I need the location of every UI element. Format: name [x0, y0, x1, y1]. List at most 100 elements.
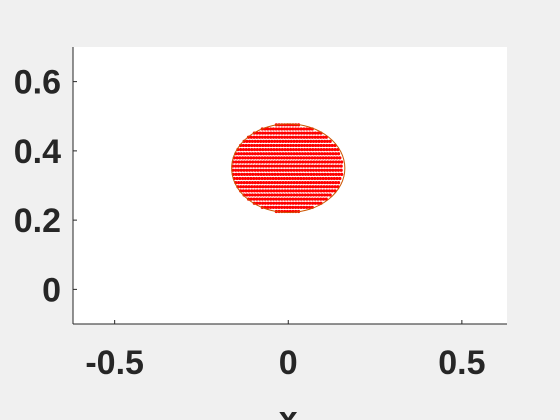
- scatter-point: [264, 139, 268, 143]
- y-tick-label: 0.4: [14, 133, 61, 171]
- scatter-point: [280, 189, 284, 193]
- scatter-point: [253, 168, 257, 172]
- scatter-point: [242, 164, 246, 168]
- scatter-series: [231, 123, 346, 214]
- scatter-point: [248, 181, 252, 185]
- scatter-point: [300, 139, 305, 143]
- scatter-point: [286, 143, 290, 148]
- scatter-point: [281, 152, 285, 156]
- scatter-point: [299, 131, 304, 135]
- scatter-point: [242, 168, 246, 172]
- scatter-point: [324, 176, 328, 181]
- scatter-point: [298, 193, 302, 197]
- scatter-point: [262, 172, 266, 176]
- scatter-point: [320, 164, 324, 168]
- scatter-point: [274, 201, 279, 205]
- scatter-point: [264, 185, 268, 189]
- scatter-point: [305, 205, 309, 209]
- scatter-point: [293, 176, 298, 181]
- scatter-point: [296, 156, 300, 160]
- scatter-point: [294, 197, 298, 201]
- scatter-point: [283, 189, 287, 193]
- scatter-point: [280, 143, 284, 148]
- scatter-point: [288, 201, 293, 205]
- scatter-point: [278, 172, 283, 176]
- scatter-point: [292, 168, 296, 172]
- scatter-point: [274, 156, 278, 160]
- scatter-point: [250, 139, 255, 143]
- scatter-point: [297, 143, 301, 148]
- scatter-point: [272, 201, 276, 205]
- scatter-point: [315, 172, 319, 176]
- scatter-point: [308, 197, 312, 201]
- scatter-point: [298, 139, 302, 143]
- scatter-point: [266, 189, 270, 193]
- scatter-point: [244, 143, 248, 148]
- scatter-point: [288, 197, 292, 201]
- scatter-point: [314, 148, 318, 152]
- scatter-point: [306, 168, 310, 172]
- scatter-point: [334, 181, 338, 185]
- scatter-point: [311, 164, 316, 168]
- scatter-point: [306, 164, 310, 168]
- scatter-point: [332, 176, 336, 181]
- scatter-point: [290, 172, 294, 176]
- scatter-point: [325, 189, 329, 193]
- scatter-point: [278, 193, 282, 197]
- scatter-point: [274, 127, 278, 131]
- scatter-point: [309, 139, 313, 143]
- scatter-point: [314, 164, 318, 168]
- scatter-point: [278, 139, 282, 143]
- scatter-point: [259, 168, 263, 172]
- scatter-point: [271, 205, 275, 209]
- scatter-point: [302, 201, 306, 205]
- scatter-point: [273, 152, 277, 156]
- scatter-point: [267, 152, 271, 156]
- scatter-point: [322, 185, 326, 189]
- scatter-point: [244, 185, 248, 189]
- scatter-point: [317, 139, 321, 143]
- scatter-point: [248, 139, 252, 143]
- scatter-point: [330, 185, 334, 189]
- scatter-point: [296, 135, 301, 139]
- scatter-point: [310, 135, 315, 139]
- scatter-point: [328, 160, 333, 164]
- scatter-point: [297, 189, 301, 193]
- scatter-point: [317, 172, 322, 176]
- scatter-point: [241, 156, 245, 160]
- scatter-point: [275, 185, 279, 189]
- scatter-point: [271, 127, 275, 131]
- scatter-point: [286, 189, 290, 193]
- scatter-point: [266, 156, 270, 160]
- scatter-point: [335, 176, 339, 181]
- scatter-point: [298, 181, 302, 185]
- scatter-point: [267, 168, 271, 172]
- scatter-point: [273, 160, 277, 164]
- scatter-point: [289, 148, 293, 152]
- scatter-point: [258, 185, 262, 189]
- scatter-point: [259, 193, 263, 197]
- scatter-point: [287, 172, 291, 176]
- scatter-point: [277, 143, 282, 148]
- scatter-point: [279, 176, 284, 181]
- scatter-point: [289, 181, 293, 185]
- scatter-point: [311, 193, 316, 197]
- scatter-point: [302, 127, 306, 131]
- scatter-point: [245, 160, 249, 164]
- scatter-point: [240, 172, 244, 176]
- scatter-point: [261, 148, 265, 152]
- scatter-point: [319, 185, 323, 189]
- scatter-point: [313, 131, 318, 135]
- scatter-point: [302, 148, 307, 152]
- scatter-point: [264, 189, 268, 193]
- scatter-point: [319, 189, 323, 193]
- scatter-point: [306, 172, 310, 176]
- scatter-point: [274, 135, 278, 139]
- scatter-point: [242, 160, 247, 164]
- scatter-point: [300, 185, 304, 189]
- scatter-point: [244, 148, 248, 152]
- scatter-point: [252, 148, 257, 152]
- scatter-point: [252, 176, 256, 181]
- scatter-point: [272, 185, 276, 189]
- scatter-point: [282, 156, 286, 160]
